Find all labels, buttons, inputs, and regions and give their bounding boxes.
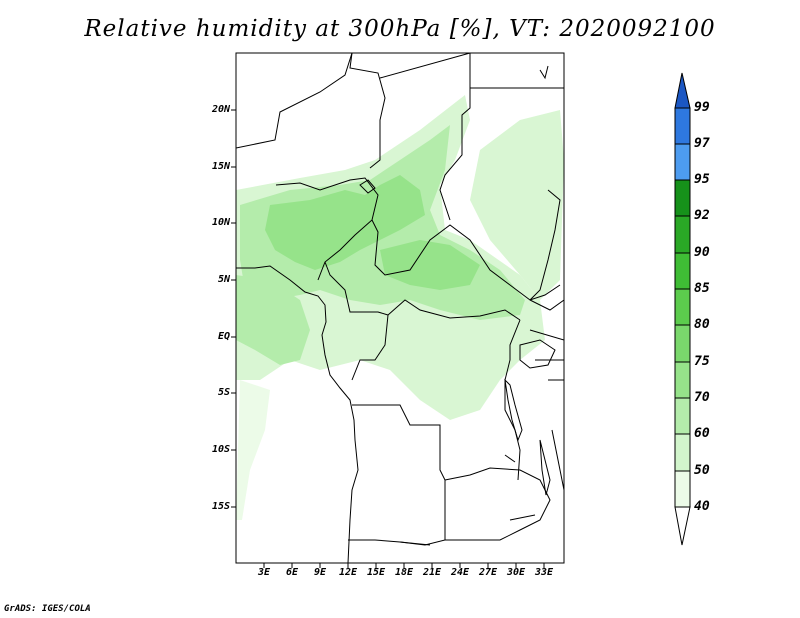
colorbar-label-70: 70 [694,390,710,405]
rh-area-east [470,110,564,300]
colorbar-segment-50-60 [674,433,691,472]
map-outlines [236,53,564,563]
colorbar-segment-75-80 [674,324,691,363]
rh-area-core [265,175,425,270]
lon-label-21e: 21E [422,567,442,578]
border-libya-chad [379,53,471,221]
lon-label-9e: 9E [313,567,327,578]
border-zambia [444,467,551,541]
colorbar-segment-80-85 [674,288,691,326]
lat-label-10s: 10S [211,444,230,455]
lon-label-12e: 12E [338,567,358,578]
grads-credit: GrADS: IGES/COLA [4,604,91,614]
lake-victoria [519,339,556,369]
colorbar-segment-85-90 [674,252,691,290]
colorbar-segment-70-75 [674,361,691,399]
border-namibia [348,539,431,546]
border-congo [351,314,389,381]
border-angola [352,404,446,546]
colorbar-under-arrow [674,506,691,546]
colorbar-label-40: 40 [694,499,710,514]
map-frame [235,52,565,564]
lon-label-3e: 3E [257,567,271,578]
colorbar-label-75: 75 [694,354,710,369]
border-drc-north [387,299,521,321]
colorbar-label-92: 92 [694,208,710,223]
border-cameroon [324,261,389,316]
colorbar-label-90: 90 [694,245,710,260]
lat-label-15s: 15S [211,501,230,512]
lat-label-eq: EQ [217,331,230,342]
border-east-africa [529,299,564,491]
lake-malawi [539,439,551,496]
lon-label-24e: 24E [450,567,470,578]
colorbar-segment-60-70 [674,397,691,435]
lat-label-15n: 15N [211,161,230,172]
colorbar-label-97: 97 [694,136,710,151]
colorbar-label-60: 60 [694,426,710,441]
lon-label-15e: 15E [366,567,386,578]
border-sudan-ethiopia [529,189,561,301]
border-algeria-mali [236,53,353,149]
rh-area-south-patches [236,380,270,520]
lon-label-33e: 33E [534,567,554,578]
colorbar-over-arrow [674,72,691,109]
border-drc-east [504,319,521,481]
rh-area-coastal [236,275,310,365]
border-niger-libya [349,53,386,169]
colorbar-segment-97-99 [674,107,691,145]
lon-label-18e: 18E [394,567,414,578]
lon-label-27e: 27E [478,567,498,578]
colorbar [674,72,691,546]
colorbar-segment-95-97 [674,143,691,181]
lat-label-20n: 20N [211,104,230,115]
colorbar-segment-90-92 [674,215,691,254]
lon-label-6e: 6E [285,567,299,578]
colorbar-label-85: 85 [694,281,710,296]
humidity-shading [236,95,564,520]
colorbar-segment-92-95 [674,179,691,217]
colorbar-segment-40-50 [674,470,691,508]
border-nigeria [275,177,379,281]
lon-label-30e: 30E [506,567,526,578]
lat-label-5n: 5N [217,274,230,285]
colorbar-label-80: 80 [694,317,710,332]
coastline-gulf-of-guinea [236,265,359,563]
lake-tanganyika [504,378,523,442]
lat-label-5s: 5S [217,387,230,398]
axis-ticks [231,109,545,568]
colorbar-label-95: 95 [694,172,710,187]
nile-detail [504,65,549,521]
chart-title: Relative humidity at 300hPa [%], VT: 202… [84,16,716,42]
rh-area-core-central [380,240,480,290]
lat-label-10n: 10N [211,217,230,228]
lake-chad [359,179,376,194]
colorbar-label-99: 99 [694,100,710,115]
colorbar-label-50: 50 [694,463,710,478]
